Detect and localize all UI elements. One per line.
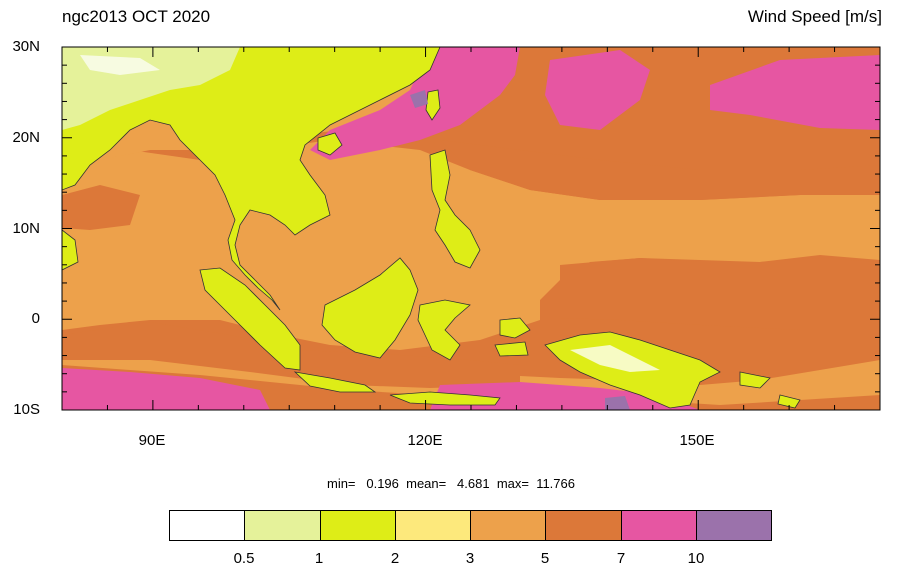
colorbar-label-0-5: 0.5: [233, 550, 255, 567]
purple-spot-taiwan-strait: [410, 90, 428, 108]
land-philippines: [429, 149, 481, 269]
lat-label-20n: 20N: [12, 129, 40, 146]
land-sumatra: [199, 267, 301, 371]
land-moluccas: [494, 317, 531, 357]
colorbar-box-7: [696, 511, 771, 540]
land-new-guinea-highlands: [570, 345, 660, 372]
colorbar-box-3: [395, 511, 471, 540]
colorbar-label-2: 2: [390, 550, 400, 567]
colorbar-box-6: [621, 511, 697, 540]
ocean-over-10-east-region: [710, 55, 880, 130]
lat-label-0: 0: [31, 310, 40, 327]
purple-spot-south: [605, 396, 630, 410]
land-lesser-sunda: [389, 391, 501, 406]
lat-label-10n: 10N: [12, 220, 40, 237]
variable-title: Wind Speed [m/s]: [747, 7, 882, 26]
ocean-over-10-south-region: [430, 382, 700, 410]
statistics-text: min= 0.196 mean= 4.681 max= 11.766: [326, 476, 575, 491]
land-java: [293, 371, 377, 393]
axis-ticks: [61, 46, 881, 411]
lat-label-10s: 10S: [13, 401, 40, 418]
land-taiwan: [425, 89, 441, 121]
ocean-7-10-band-region: [560, 258, 880, 330]
land-asia-mainland: [62, 47, 441, 311]
land-sulawesi: [417, 299, 471, 361]
ocean-7-10-west-region: [62, 185, 140, 230]
lon-label-90e: 90E: [138, 432, 166, 449]
colorbar-box-5: [546, 511, 622, 540]
land-india: [62, 229, 79, 271]
lon-label-120e: 120E: [407, 432, 443, 449]
lat-label-30n: 30N: [12, 38, 40, 55]
colorbar-box-1: [245, 511, 321, 540]
ocean-7-10-north-region: [440, 140, 880, 200]
land-borneo: [321, 257, 419, 359]
colorbar-label-1: 1: [314, 550, 324, 567]
colorbar-label-5: 5: [540, 550, 550, 567]
colorbar-box-4: [471, 511, 547, 540]
colorbar-box-0: [170, 511, 246, 540]
land-white-highlands: [80, 55, 160, 75]
colorbar-box-2: [320, 511, 396, 540]
land-bismarck: [739, 371, 801, 409]
ocean-over-10-northeast-region: [545, 50, 650, 130]
land-hainan: [317, 132, 343, 156]
ocean-over-10-southwest-region: [62, 368, 270, 410]
map-title: ngc2013 OCT 2020: [62, 7, 211, 26]
colorbar: [169, 510, 772, 541]
lon-label-150e: 150E: [679, 432, 715, 449]
colorbar-label-7: 7: [616, 550, 626, 567]
colorbar-label-3: 3: [465, 550, 475, 567]
colorbar-label-10: 10: [687, 550, 705, 567]
